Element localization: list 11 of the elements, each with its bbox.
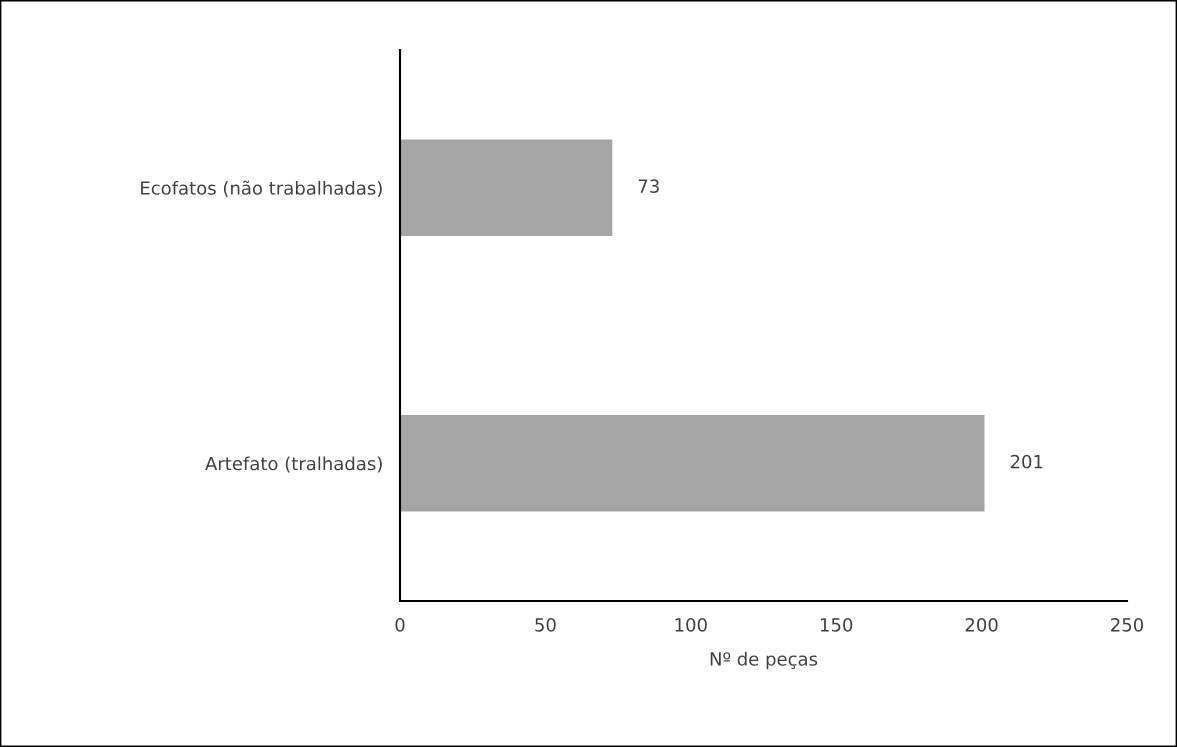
x-tick-label: 50 xyxy=(535,617,556,632)
x-tick-label: 250 xyxy=(1111,617,1144,632)
data-label: 73 xyxy=(638,179,659,193)
x-tick-label: 100 xyxy=(675,617,707,632)
x-axis-title: Nº de peças xyxy=(710,651,818,670)
x-tick-label: 200 xyxy=(965,617,998,632)
x-tick-label: 0 xyxy=(395,617,405,632)
data-label: 201 xyxy=(1010,454,1043,469)
x-tick-label: 150 xyxy=(820,617,853,632)
y-tick-label: Artefato (tralhadas) xyxy=(205,456,382,473)
y-tick-label: Ecofatos (não trabalhadas) xyxy=(141,180,382,197)
